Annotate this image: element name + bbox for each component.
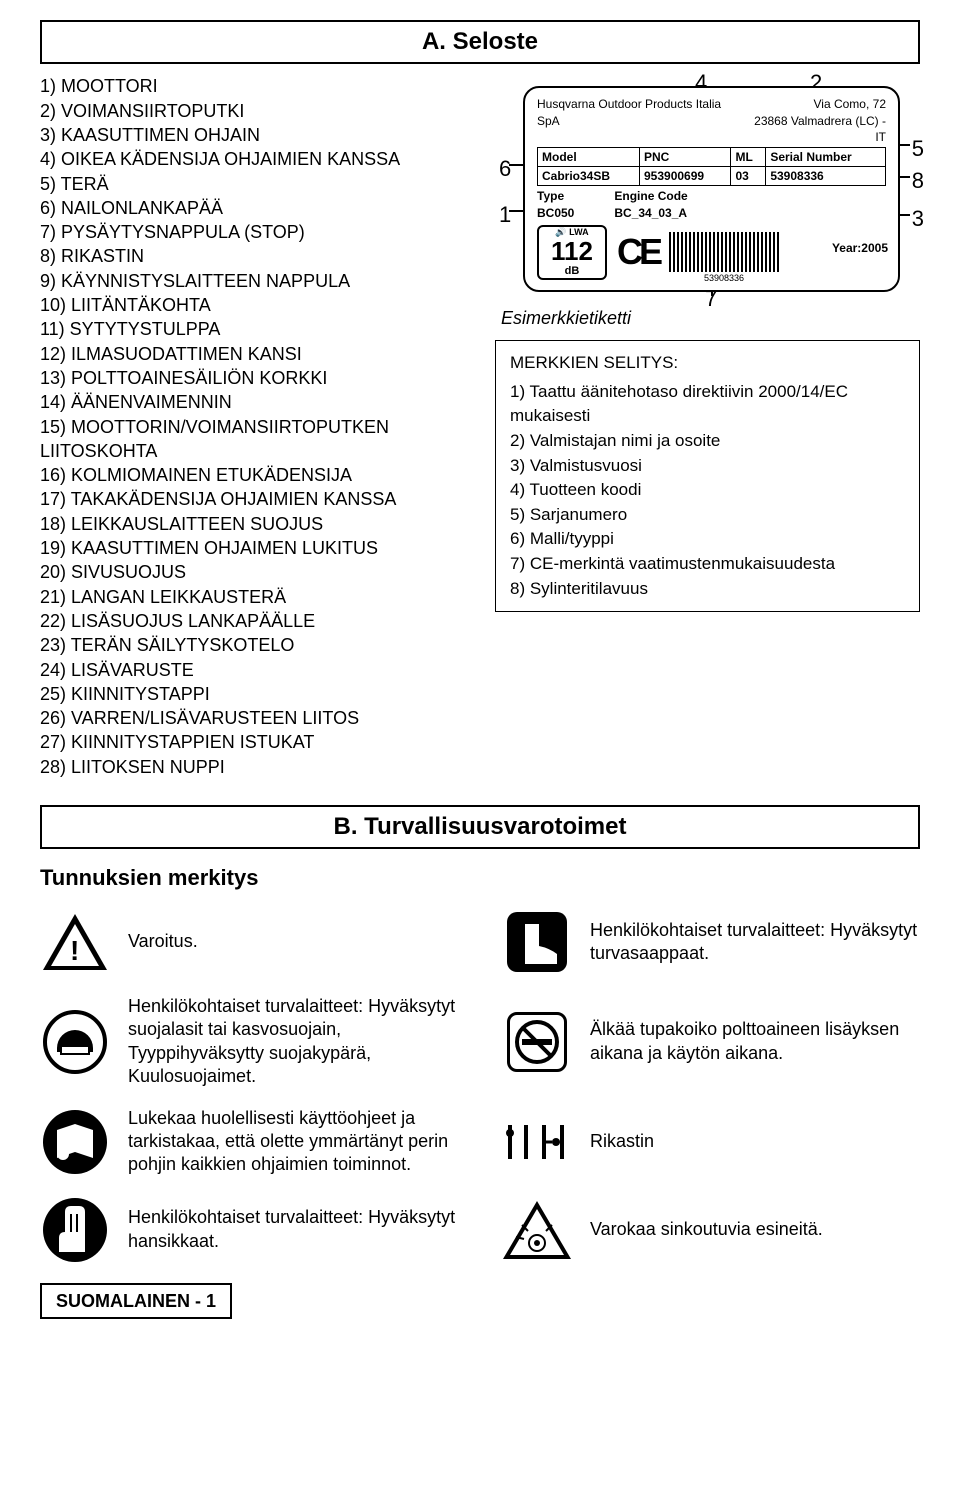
gloves-icon xyxy=(40,1195,110,1265)
read-manual-icon xyxy=(40,1107,110,1177)
val-type: BC050 xyxy=(537,206,574,220)
parts-list-item: 7) PYSÄYTYSNAPPULA (STOP) xyxy=(40,220,465,244)
marks-list-item: 5) Sarjanumero xyxy=(510,503,905,528)
sym-text-helmet: Henkilökohtaiset turvalaitteet: Hyväksyt… xyxy=(128,995,458,1089)
hdr-ml: ML xyxy=(731,147,766,166)
parts-list-item: 10) LIITÄNTÄKOHTA xyxy=(40,293,465,317)
label-address: Via Como, 72 23868 Valmadrera (LC) - IT xyxy=(743,96,886,145)
marks-list-item: 4) Tuotteen koodi xyxy=(510,478,905,503)
callout-8: 8 xyxy=(912,166,924,196)
sym-text-manual: Lukekaa huolellisesti käyttöohjeet ja ta… xyxy=(128,1107,458,1177)
marks-list-item: 1) Taattu äänitehotaso direktiivin 2000/… xyxy=(510,380,905,429)
choke-icon xyxy=(502,1107,572,1177)
parts-list-item: 16) KOLMIOMAINEN ETUKÄDENSIJA xyxy=(40,463,465,487)
section-a-title: A. Seloste xyxy=(40,20,920,64)
parts-list-item: 23) TERÄN SÄILYTYSKOTELO xyxy=(40,633,465,657)
parts-list-item: 13) POLTTOAINESÄILIÖN KORKKI xyxy=(40,366,465,390)
helmet-icon xyxy=(40,1007,110,1077)
section-b-title: B. Turvallisuusvarotoimet xyxy=(40,805,920,849)
parts-list: 1) MOOTTORI2) VOIMANSIIRTOPUTKI3) KAASUT… xyxy=(40,74,465,779)
thrown-objects-icon xyxy=(502,1195,572,1265)
hdr-model: Model xyxy=(538,147,640,166)
hdr-type: Type xyxy=(537,189,564,203)
parts-list-item: 27) KIINNITYSTAPPIEN ISTUKAT xyxy=(40,730,465,754)
sym-text-choke: Rikastin xyxy=(590,1130,654,1153)
boots-icon xyxy=(502,907,572,977)
parts-list-item: 19) KAASUTTIMEN OHJAIMEN LUKITUS xyxy=(40,536,465,560)
parts-list-item: 24) LISÄVARUSTE xyxy=(40,658,465,682)
val-model: Cabrio34SB xyxy=(538,167,640,186)
example-label-diagram: 4 2 5 8 3 6 1 7 Husqvarna Outdoor Produc… xyxy=(495,86,920,291)
callout-5: 5 xyxy=(912,134,924,164)
val-pnc: 953900699 xyxy=(640,167,731,186)
parts-list-item: 28) LIITOKSEN NUPPI xyxy=(40,755,465,779)
parts-list-item: 11) SYTYTYSTULPPA xyxy=(40,317,465,341)
parts-list-item: 17) TAKAKÄDENSIJA OHJAIMIEN KANSSA xyxy=(40,487,465,511)
ce-mark-icon: CE xyxy=(617,228,659,277)
section-a: 1) MOOTTORI2) VOIMANSIIRTOPUTKI3) KAASUT… xyxy=(40,74,920,779)
parts-list-item: 25) KIINNITYSTAPPI xyxy=(40,682,465,706)
parts-list-item: 18) LEIKKAUSLAITTEEN SUOJUS xyxy=(40,512,465,536)
marks-list: 1) Taattu äänitehotaso direktiivin 2000/… xyxy=(510,380,905,602)
parts-list-item: 26) VARREN/LISÄVARUSTEEN LIITOS xyxy=(40,706,465,730)
val-serial: 53908336 xyxy=(766,167,886,186)
label-mfr: Husqvarna Outdoor Products Italia SpA xyxy=(537,96,743,145)
parts-list-item: 20) SIVUSUOJUS xyxy=(40,560,465,584)
marks-list-item: 3) Valmistusvuosi xyxy=(510,454,905,479)
parts-list-item: 15) MOOTTORIN/VOIMANSIIRTOPUTKEN LIITOSK… xyxy=(40,415,465,464)
sym-text-nosmoking: Älkää tupakoiko polttoaineen lisäyksen a… xyxy=(590,1018,920,1065)
hdr-serial: Serial Number xyxy=(766,147,886,166)
parts-list-item: 5) TERÄ xyxy=(40,172,465,196)
sym-text-warning: Varoitus. xyxy=(128,930,198,953)
hdr-engine: Engine Code xyxy=(614,189,687,203)
marks-list-item: 6) Malli/tyyppi xyxy=(510,527,905,552)
parts-list-item: 1) MOOTTORI xyxy=(40,74,465,98)
callout-6: 6 xyxy=(499,154,511,184)
marks-list-item: 7) CE-merkintä vaatimustenmukaisuudesta xyxy=(510,552,905,577)
no-smoking-icon xyxy=(502,1007,572,1077)
parts-list-column: 1) MOOTTORI2) VOIMANSIIRTOPUTKI3) KAASUT… xyxy=(40,74,465,779)
marks-list-item: 8) Sylinteritilavuus xyxy=(510,577,905,602)
parts-list-item: 3) KAASUTTIMEN OHJAIN xyxy=(40,123,465,147)
marks-list-item: 2) Valmistajan nimi ja osoite xyxy=(510,429,905,454)
parts-list-item: 2) VOIMANSIIRTOPUTKI xyxy=(40,99,465,123)
year-label: Year:2005 xyxy=(832,240,888,256)
sym-text-boots: Henkilökohtaiset turvalaitteet: Hyväksyt… xyxy=(590,919,920,966)
parts-list-item: 14) ÄÄNENVAIMENNIN xyxy=(40,390,465,414)
parts-list-item: 4) OIKEA KÄDENSIJA OHJAIMIEN KANSSA xyxy=(40,147,465,171)
warning-icon: ! xyxy=(40,907,110,977)
hdr-pnc: PNC xyxy=(640,147,731,166)
parts-list-item: 21) LANGAN LEIKKAUSTERÄ xyxy=(40,585,465,609)
callout-3: 3 xyxy=(912,204,924,234)
parts-list-item: 6) NAILONLANKAPÄÄ xyxy=(40,196,465,220)
sym-text-thrown: Varokaa sinkoutuvia esineitä. xyxy=(590,1218,823,1241)
lwa-badge: 🔊 LWA 112 dB xyxy=(537,225,607,280)
parts-list-item: 8) RIKASTIN xyxy=(40,244,465,268)
callout-1: 1 xyxy=(499,200,511,230)
label-column: 4 2 5 8 3 6 1 7 Husqvarna Outdoor Produc… xyxy=(495,74,920,779)
barcode xyxy=(669,232,779,272)
page-footer: SUOMALAINEN - 1 xyxy=(40,1283,232,1319)
val-engine: BC_34_03_A xyxy=(614,206,687,220)
parts-list-item: 22) LISÄSUOJUS LANKAPÄÄLLE xyxy=(40,609,465,633)
lwa-value: 112 xyxy=(551,238,593,264)
symbols-grid: ! Varoitus. Henkilökohtaiset turvalaitte… xyxy=(40,907,920,1265)
lwa-unit: dB xyxy=(565,264,580,279)
symbols-subhead: Tunnuksien merkitys xyxy=(40,863,920,893)
sym-text-gloves: Henkilökohtaiset turvalaitteet: Hyväksyt… xyxy=(128,1206,458,1253)
parts-list-item: 12) ILMASUODATTIMEN KANSI xyxy=(40,342,465,366)
val-ml: 03 xyxy=(731,167,766,186)
rating-plate: Husqvarna Outdoor Products Italia SpA Vi… xyxy=(523,86,900,291)
marks-explanation-box: MERKKIEN SELITYS: 1) Taattu äänitehotaso… xyxy=(495,340,920,612)
marks-header: MERKKIEN SELITYS: xyxy=(510,351,905,376)
parts-list-item: 9) KÄYNNISTYSLAITTEEN NAPPULA xyxy=(40,269,465,293)
label-table: Model PNC ML Serial Number Cabrio34SB 95… xyxy=(537,147,886,186)
